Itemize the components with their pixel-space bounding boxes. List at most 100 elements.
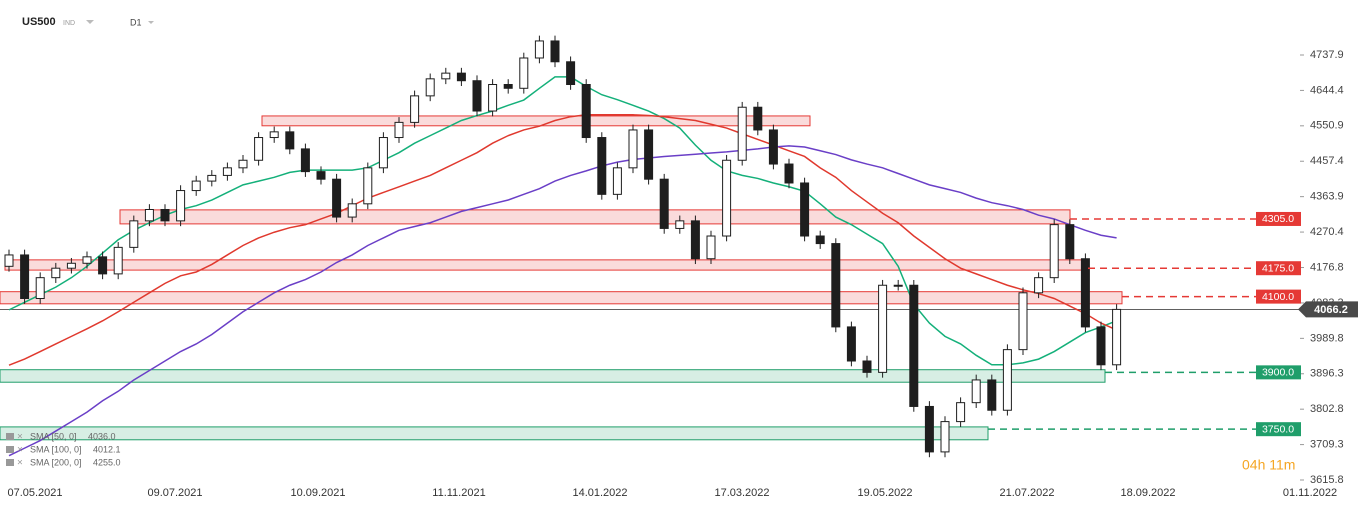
candle-body: [503, 84, 513, 89]
candle-body: [66, 262, 76, 269]
y-tick-label: 4270.4: [1310, 226, 1344, 238]
candle-body: [222, 167, 232, 176]
candle-body: [566, 61, 576, 86]
candle-body: [472, 80, 482, 112]
price-zone: [119, 209, 1071, 225]
legend-close[interactable]: ×: [17, 432, 23, 443]
candle-body: [1080, 258, 1090, 328]
legend-icon: [6, 433, 14, 440]
sma-line: [8, 145, 1117, 457]
sma-line: [8, 114, 1117, 366]
candle-body: [737, 106, 747, 161]
y-tick-label: 3989.8: [1310, 332, 1344, 344]
candle-body: [347, 203, 357, 218]
candle-body: [909, 284, 919, 407]
legend-name: SMA [100, 0]: [30, 444, 82, 454]
x-tick-label: 10.09.2021: [290, 487, 345, 499]
x-tick-label: 17.03.2022: [714, 487, 769, 499]
candle-body: [722, 159, 732, 237]
candle-body: [113, 246, 123, 275]
candle-body: [410, 95, 420, 123]
candle-body: [35, 277, 45, 300]
candle-body: [690, 220, 700, 260]
candle-body: [893, 284, 903, 287]
last-price-label: 4066.2: [1314, 304, 1348, 316]
candle-body: [753, 106, 763, 131]
candle-body: [269, 131, 279, 139]
timeframe[interactable]: D1: [130, 17, 142, 27]
candle-body: [98, 256, 108, 275]
dropdown-icon[interactable]: [86, 20, 94, 24]
candle-body: [940, 421, 950, 453]
y-tick-label: 3896.3: [1310, 368, 1344, 380]
candle-body: [207, 174, 217, 182]
legend-value: 4255.0: [93, 457, 121, 467]
candle-body: [1049, 224, 1059, 279]
candle-body: [581, 84, 591, 139]
level-label-bg: [1256, 261, 1301, 276]
candle-body: [675, 220, 685, 229]
candle-body: [878, 284, 888, 373]
level-label: 4100.0: [1262, 291, 1294, 303]
y-tick-label: 4737.9: [1310, 49, 1344, 61]
level-label-bg: [1256, 365, 1301, 380]
candle-body: [51, 267, 61, 279]
x-tick-label: 21.07.2022: [999, 487, 1054, 499]
legend-close[interactable]: ×: [17, 458, 23, 469]
x-tick-label: 11.11.2021: [432, 487, 485, 499]
candle-body: [1096, 326, 1106, 366]
legend-close[interactable]: ×: [17, 445, 23, 456]
candle-body: [815, 235, 825, 245]
candle-body: [550, 40, 560, 63]
candle-body: [363, 167, 373, 205]
price-zone: [0, 426, 989, 441]
price-zone: [261, 115, 811, 127]
last-price-tag: [1298, 301, 1358, 318]
candle-body: [129, 220, 139, 248]
price-zone: [0, 291, 1123, 305]
y-tick-label: 4550.9: [1310, 120, 1344, 132]
y-tick-label: 3709.3: [1310, 438, 1344, 450]
candle-timer: 04h 11m: [1242, 457, 1295, 473]
candle-body: [644, 129, 654, 180]
candle-body: [1112, 308, 1122, 366]
candle-body: [176, 190, 186, 222]
candle-body: [1018, 292, 1028, 351]
candle-body: [924, 405, 934, 453]
symbol: US500: [22, 16, 56, 28]
y-tick-label: 4644.4: [1310, 84, 1344, 96]
level-label: 4305.0: [1262, 213, 1294, 225]
candle-body: [441, 72, 451, 80]
candle-body: [160, 208, 170, 222]
candle-body: [316, 171, 326, 180]
candle-body: [1002, 349, 1012, 411]
candle-body: [784, 163, 794, 184]
price-zone: [0, 369, 1106, 383]
candle-body: [378, 137, 388, 169]
candle-body: [285, 131, 295, 150]
candle-body: [1065, 224, 1075, 260]
level-label: 3750.0: [1262, 423, 1294, 435]
candle-body: [488, 84, 498, 112]
candle-body: [519, 57, 529, 89]
sma-line: [8, 76, 1117, 366]
y-tick-label: 3615.8: [1310, 474, 1344, 486]
candle-body: [254, 137, 264, 161]
candle-body: [831, 243, 841, 328]
legend-name: SMA [200, 0]: [30, 457, 82, 467]
candle-body: [612, 167, 622, 195]
price-zone: [4, 259, 1089, 271]
instrument-type: IND: [63, 20, 75, 27]
legend-value: 4012.1: [93, 444, 121, 454]
candle-body: [956, 402, 966, 423]
legend-icon: [6, 459, 14, 466]
candle-body: [628, 129, 638, 169]
candle-body: [456, 72, 466, 82]
candle-body: [4, 254, 14, 267]
y-tick-label: 4457.4: [1310, 155, 1344, 167]
candle-body: [597, 137, 607, 195]
dropdown-icon[interactable]: [148, 21, 154, 24]
candle-body: [768, 129, 778, 165]
candle-body: [1034, 277, 1044, 294]
